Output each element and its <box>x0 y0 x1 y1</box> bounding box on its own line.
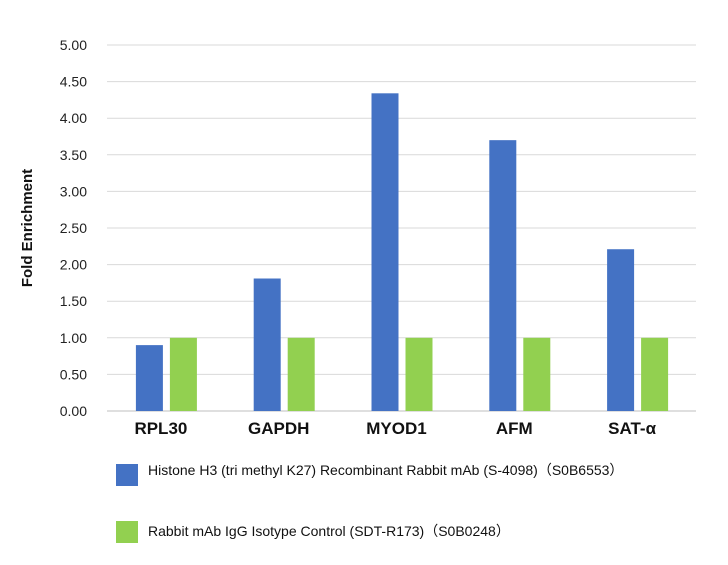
gridlines <box>107 44 696 412</box>
bar-igg-2 <box>405 337 433 411</box>
category-labels: RPL30 GAPDH MYOD1 AFM SAT-α <box>134 419 656 438</box>
bar-histone-0 <box>135 345 163 411</box>
y-tick-label: 0.50 <box>60 366 87 382</box>
y-tick-label: 5.00 <box>60 37 87 53</box>
y-tick-label: 3.50 <box>60 147 87 163</box>
y-tick-label: 3.00 <box>60 183 87 199</box>
bar-histone-3 <box>489 140 517 411</box>
y-tick-label: 2.00 <box>60 257 87 273</box>
bar-histone-4 <box>607 249 635 411</box>
y-tick-label: 1.00 <box>60 330 87 346</box>
bar-igg-0 <box>169 337 197 411</box>
y-tick-label: 4.50 <box>60 74 87 90</box>
x-category-label: SAT-α <box>608 419 656 438</box>
y-axis-ticks: 0.00 0.50 1.00 1.50 2.00 2.50 3.00 3.50 4.00 4.50… <box>60 37 87 419</box>
bar-igg-1 <box>287 337 315 411</box>
bar-igg-3 <box>523 337 551 411</box>
bar-histone-2 <box>371 93 399 411</box>
bars <box>135 93 669 411</box>
bar-histone-1 <box>253 278 281 411</box>
y-axis-title: Fold Enrichment <box>19 169 36 287</box>
x-category-label: AFM <box>496 419 533 438</box>
y-tick-label: 0.00 <box>60 403 87 419</box>
x-category-label: MYOD1 <box>366 419 426 438</box>
bar-igg-4 <box>641 337 669 411</box>
x-category-label: RPL30 <box>134 419 187 438</box>
y-tick-label: 1.50 <box>60 293 87 309</box>
x-category-label: GAPDH <box>248 419 309 438</box>
y-tick-label: 4.00 <box>60 110 87 126</box>
y-tick-label: 2.50 <box>60 220 87 236</box>
